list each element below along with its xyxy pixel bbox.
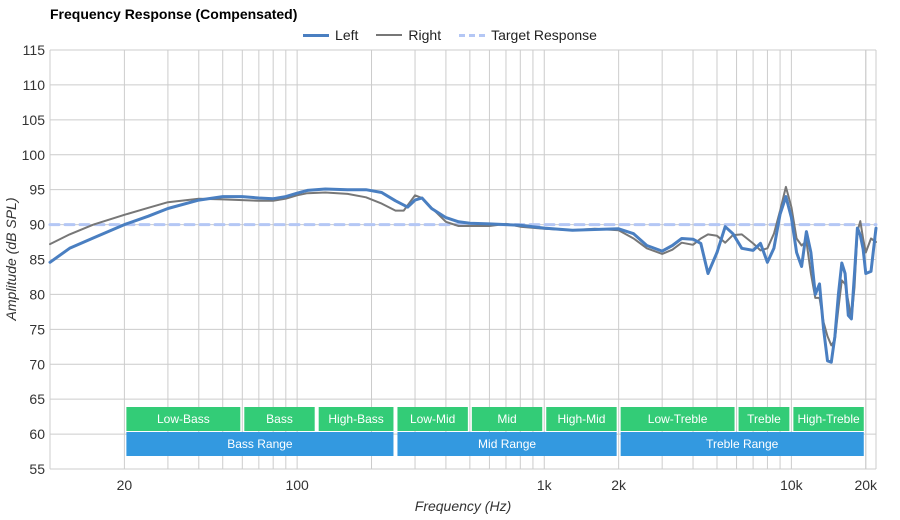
legend-label-target: Target Response [491, 27, 597, 43]
legend-swatch-target [459, 33, 486, 37]
band-low-treble [620, 407, 735, 431]
band-label: High-Mid [557, 412, 605, 426]
grid [49, 49, 877, 470]
y-tick-label: 90 [29, 217, 45, 233]
y-tick-label: 110 [23, 77, 46, 93]
x-tick-label: 20 [117, 477, 133, 493]
band-label: Low-Treble [648, 412, 708, 426]
series-line-right[interactable] [49, 185, 877, 347]
series-lines [48, 185, 878, 364]
legend-item-right[interactable]: Right [376, 27, 441, 43]
x-tick-label: 1k [537, 477, 553, 493]
band-label: High-Treble [797, 412, 860, 426]
band-bass-range [126, 432, 394, 456]
legend-label-left: Left [335, 27, 359, 43]
legend-swatch-left [303, 33, 330, 37]
x-axis-label: Frequency (Hz) [415, 498, 511, 514]
band-high-treble [793, 407, 864, 431]
band-label: Treble [747, 412, 781, 426]
band-label: Mid [497, 412, 516, 426]
y-tick-labels: 55 60 65 70 75 80 85 90 95 100 105 110 115 [22, 42, 46, 477]
y-tick-label: 105 [22, 112, 46, 128]
y-axis-label: Amplitude (dB SPL) [3, 198, 19, 322]
y-tick-label: 115 [23, 42, 46, 58]
band-low-bass [126, 407, 241, 431]
band-treble [738, 407, 790, 431]
band-low-mid [397, 407, 468, 431]
legend-item-target[interactable]: Target Response [459, 27, 597, 43]
x-tick-label: 10k [780, 477, 804, 493]
y-tick-label: 55 [29, 461, 45, 477]
y-tick-label: 70 [29, 356, 45, 372]
x-tick-label: 100 [285, 477, 309, 493]
band-label: Low-Mid [410, 412, 455, 426]
y-tick-label: 60 [29, 426, 45, 442]
band-bass [244, 407, 315, 431]
y-tick-label: 100 [22, 147, 46, 163]
x-tick-labels: 20 100 1k 2k 10k 20k [117, 477, 878, 493]
band-mid [471, 407, 543, 431]
band-label: Bass [266, 412, 293, 426]
series-line-left[interactable] [48, 187, 878, 364]
band-label: High-Bass [328, 412, 383, 426]
y-tick-label: 95 [29, 182, 45, 198]
band-label: Mid Range [478, 437, 536, 451]
y-tick-label: 85 [29, 252, 45, 268]
band-treble-range [620, 432, 864, 456]
band-label: Treble Range [706, 437, 779, 451]
y-tick-label: 80 [29, 286, 45, 302]
band-high-bass [318, 407, 394, 431]
x-tick-label: 20k [854, 477, 878, 493]
band-high-mid [546, 407, 617, 431]
band-label: Low-Bass [157, 412, 210, 426]
legend: Left Right Target Response [0, 27, 900, 43]
chart-title: Frequency Response (Compensated) [50, 6, 298, 22]
y-tick-label: 65 [29, 391, 45, 407]
legend-label-right: Right [408, 27, 442, 43]
legend-swatch-right [376, 34, 403, 36]
legend-item-left[interactable]: Left [303, 27, 358, 43]
range-bands: Low-Bass Bass High-Bass Low-Mid Mid High-Mid L… [126, 407, 864, 456]
band-label: Bass Range [227, 437, 293, 451]
band-mid-range [397, 432, 617, 456]
y-tick-label: 75 [29, 321, 45, 337]
x-tick-label: 2k [611, 477, 627, 493]
